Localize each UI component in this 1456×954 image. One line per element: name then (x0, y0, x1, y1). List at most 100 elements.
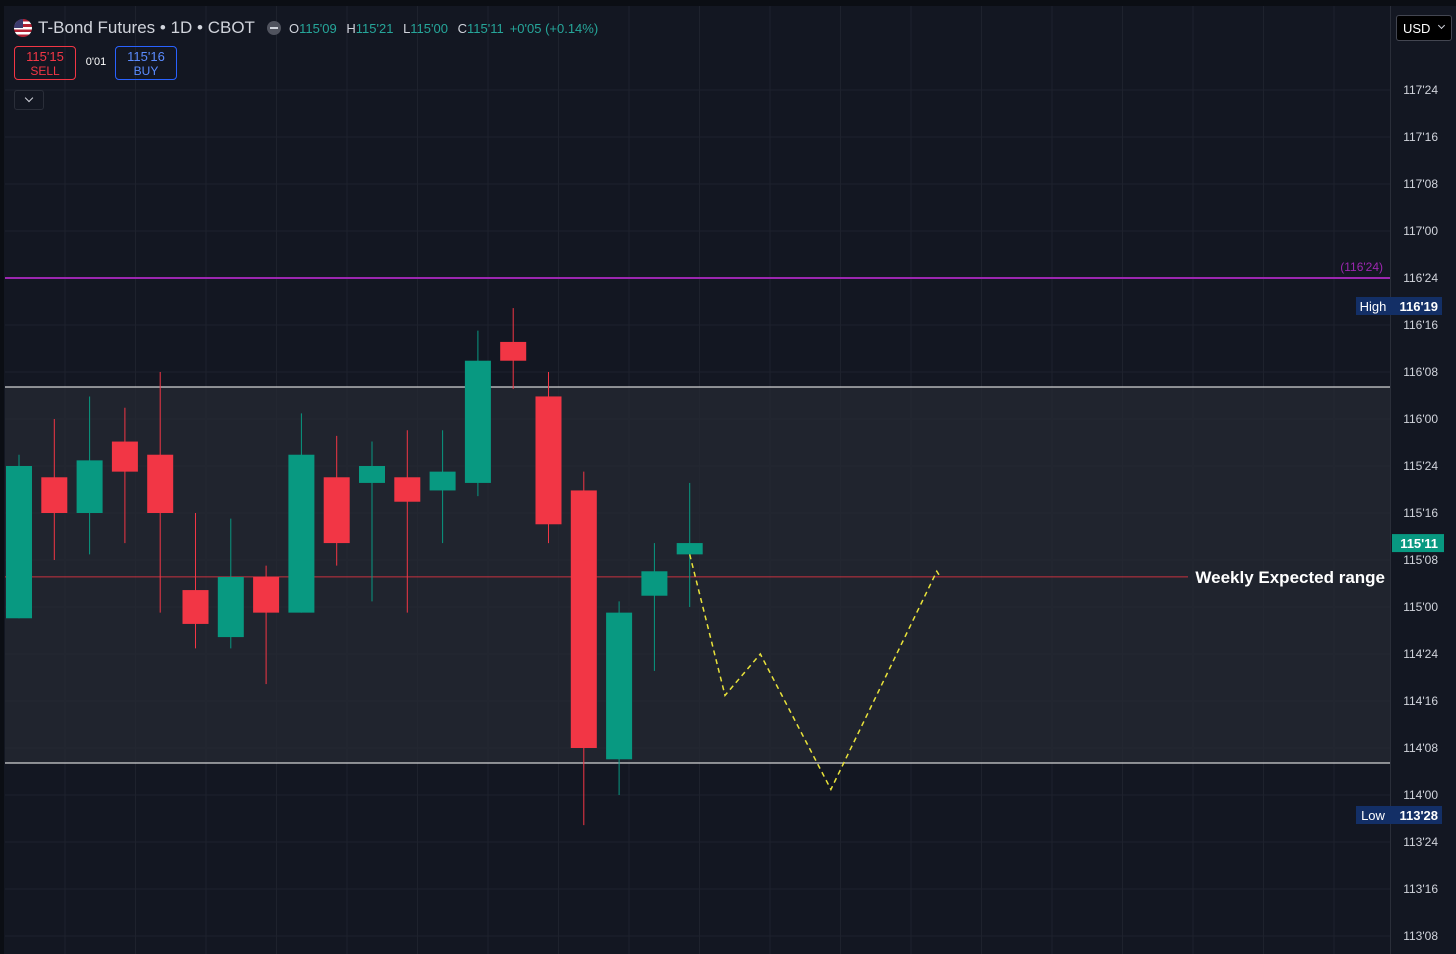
candle[interactable] (429, 430, 456, 544)
candle-body (323, 477, 350, 544)
expected-range-box[interactable] (5, 387, 1390, 764)
low-tag-background (1356, 806, 1442, 824)
low-value: 115'00 (410, 20, 448, 36)
candle-body (41, 477, 68, 513)
chart-legend: T-Bond Futures • 1D • CBOT O115'09 H115'… (14, 16, 598, 40)
ohlc-values: O115'09 H115'21 L115'00 C115'11 (289, 21, 504, 36)
candle[interactable] (606, 601, 633, 795)
buy-price: 115'16 (127, 49, 165, 64)
price-tick-label: 116'16 (1403, 318, 1438, 332)
symbol-name: T-Bond Futures (38, 18, 156, 37)
expected-range-label: Weekly Expected range (1195, 568, 1385, 587)
candle[interactable] (288, 413, 315, 613)
last-price-tag: 115'11 (1392, 534, 1444, 553)
candle[interactable] (41, 419, 68, 560)
candle[interactable] (535, 372, 562, 544)
price-tick-label: 115'16 (1403, 506, 1438, 520)
high-label: H (346, 20, 356, 36)
price-axis[interactable] (1390, 6, 1456, 954)
interval: 1D (170, 18, 193, 37)
candle[interactable] (323, 435, 350, 566)
spread-value: 0'01 (85, 56, 107, 68)
price-tick-label: 115'24 (1403, 459, 1438, 473)
candle-body (288, 454, 315, 613)
candle-body (676, 543, 703, 555)
candle-body (111, 441, 138, 472)
high-value: 115'21 (355, 20, 394, 36)
candle[interactable] (500, 308, 527, 389)
candle-body (429, 471, 456, 491)
price-tick-label: 116'08 (1403, 365, 1438, 379)
price-tick-label: 113'24 (1403, 835, 1438, 849)
sell-label: SELL (30, 64, 60, 78)
high-tag-background (1356, 297, 1442, 315)
price-tick-label: 115'00 (1403, 600, 1438, 614)
candle[interactable] (394, 430, 421, 613)
price-tick-label: 114'16 (1403, 694, 1438, 708)
low-tag-label: Low (1361, 808, 1385, 823)
open-value: 115'09 (299, 20, 337, 36)
candle[interactable] (253, 565, 280, 685)
sell-price: 115'15 (26, 49, 64, 64)
price-tick-label: 114'00 (1403, 788, 1438, 802)
high-tag: High 116'19 (1356, 297, 1442, 315)
collapse-legend-icon[interactable] (266, 21, 281, 35)
close-value: 115'11 (466, 20, 504, 36)
projection-path[interactable] (688, 554, 941, 792)
price-tick-label: 116'24 (1403, 271, 1438, 285)
candle-body (253, 576, 280, 613)
candle-body (535, 396, 562, 525)
candle[interactable] (76, 396, 103, 555)
candle-body (6, 466, 32, 619)
candle-body (500, 341, 527, 361)
change-value: +0'05 (+0.14%) (509, 20, 599, 36)
candle-body (182, 590, 209, 624)
candle[interactable] (464, 330, 491, 497)
candle-body (147, 454, 174, 513)
candle[interactable] (676, 482, 703, 607)
price-tick-label: 113'08 (1403, 929, 1438, 943)
close-label: C (457, 20, 467, 36)
candle-body (606, 612, 633, 760)
candle[interactable] (217, 518, 244, 649)
currency-select[interactable]: USD (1396, 15, 1452, 41)
price-tick-label: 114'24 (1403, 647, 1438, 661)
low-tag-value: 113'28 (1399, 808, 1438, 823)
sell-button[interactable]: 115'15 SELL (14, 46, 76, 80)
candle-body (359, 466, 385, 483)
candle[interactable] (570, 471, 597, 826)
candle[interactable] (147, 372, 174, 613)
currency-value: USD (1403, 21, 1431, 36)
level-line-label: (116'24) (1340, 260, 1383, 274)
candle[interactable] (359, 441, 385, 602)
candle[interactable] (111, 407, 138, 544)
candle-body (464, 360, 491, 483)
candle[interactable] (182, 513, 209, 649)
candle-body (76, 460, 103, 513)
title-separator: • (192, 18, 208, 37)
candle-body (394, 477, 421, 502)
candle[interactable] (641, 543, 668, 671)
price-tick-label: 117'00 (1403, 224, 1438, 238)
price-tick-label: 117'24 (1403, 83, 1438, 97)
chevron-down-icon (1437, 21, 1446, 30)
high-tag-value: 116'19 (1399, 299, 1438, 314)
price-tick-label: 116'00 (1403, 412, 1438, 426)
price-tick-label: 117'16 (1403, 130, 1438, 144)
expand-buttons-chevron-icon[interactable] (14, 90, 44, 110)
price-tick-label: 113'16 (1403, 882, 1438, 896)
us-flag-icon (14, 19, 32, 37)
exchange: CBOT (207, 18, 255, 37)
symbol-title[interactable]: T-Bond Futures • 1D • CBOT (38, 18, 255, 38)
last-price-background (1392, 534, 1444, 553)
open-label: O (288, 20, 300, 36)
low-tag: Low 113'28 (1356, 806, 1442, 824)
candle[interactable] (6, 454, 32, 619)
price-tick-label: 115'08 (1403, 553, 1438, 567)
candle-body (641, 571, 668, 596)
buy-button[interactable]: 115'16 BUY (115, 46, 177, 80)
title-separator: • (155, 18, 171, 37)
low-label: L (403, 20, 411, 36)
